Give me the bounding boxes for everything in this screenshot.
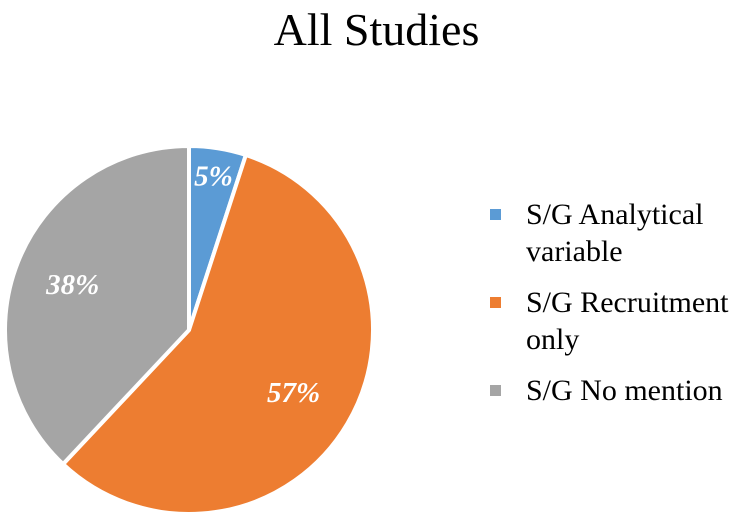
legend-swatch-no-mention [490,385,501,396]
chart-title: All Studies [273,4,480,55]
legend-label-recruitment: S/G Recruitment only [526,286,729,356]
legend: S/G Analytical variable S/G Recruitment … [490,196,752,423]
slice-label-analytical: 5% [194,161,233,193]
legend-label-no-mention: S/G No mention [526,374,723,407]
legend-item-no-mention: S/G No mention [490,372,752,409]
legend-label-analytical: S/G Analytical variable [526,198,704,268]
slice-label-no-mention: 38% [45,269,99,301]
legend-swatch-recruitment [490,297,501,308]
legend-swatch-analytical [490,209,501,220]
legend-item-recruitment: S/G Recruitment only [490,284,752,358]
pie-slice-no-mention [3,144,191,467]
legend-item-analytical: S/G Analytical variable [490,196,752,270]
slice-label-recruitment: 57% [267,377,320,409]
pie-slice-recruitment [61,153,375,516]
